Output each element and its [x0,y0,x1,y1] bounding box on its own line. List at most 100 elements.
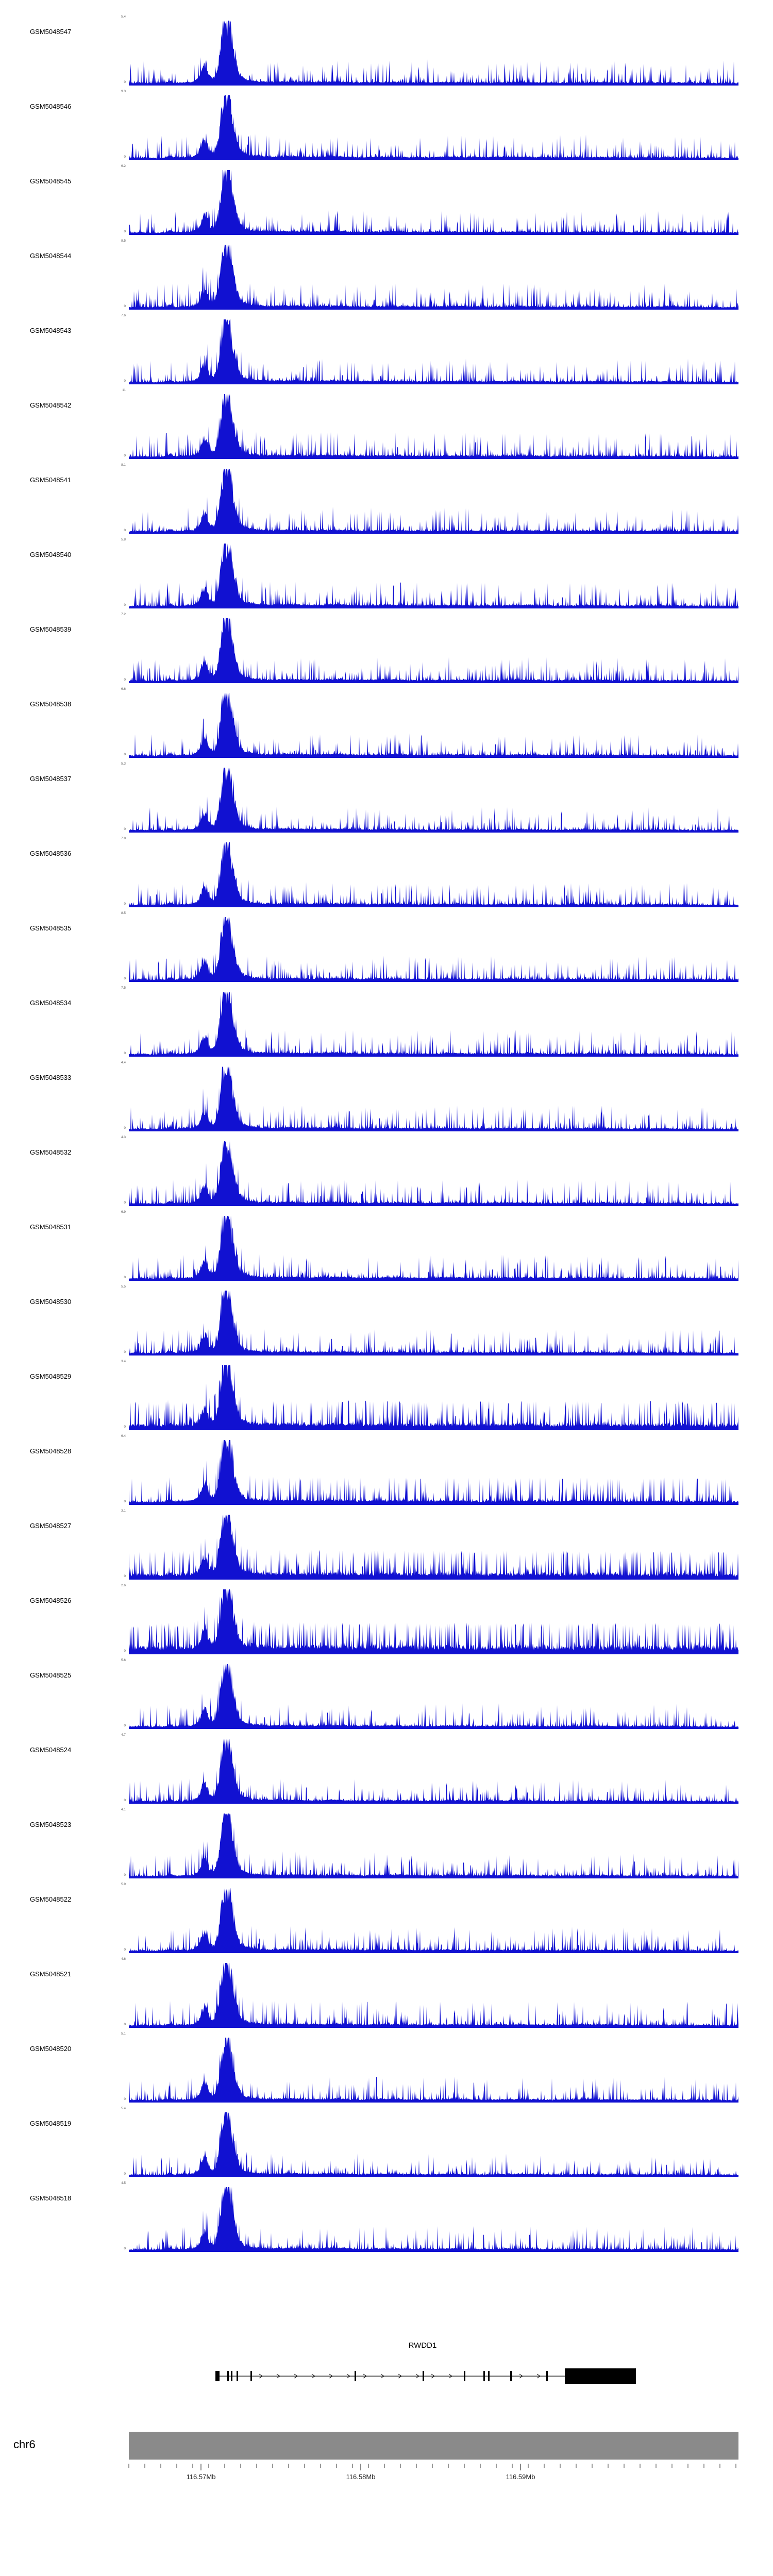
track-ymax-label: 5.4 [121,15,126,19]
signal-track: GSM5048542 11 0 [0,388,773,463]
signal-area-plot [129,1739,738,1804]
signal-area-plot [129,1963,738,2028]
track-ymax-label: 5.9 [121,1883,126,1886]
signal-track: GSM5048532 4.3 0 [0,1135,773,1210]
signal-area-plot [129,1515,738,1580]
track-ymax-label: 11 [122,388,126,392]
track-label: GSM5048539 [30,625,72,633]
track-ymin-label: 0 [124,529,126,532]
coordinate-ruler: 116.57Mb 116.58Mb 116.59Mb [128,2464,736,2481]
signal-area-plot [129,1291,738,1355]
signal-track: GSM5048535 8.5 0 [0,911,773,986]
svg-text:116.58Mb: 116.58Mb [346,2473,376,2481]
signal-area-plot [129,170,738,235]
track-label: GSM5048528 [30,1447,72,1455]
track-ymax-label: 4.5 [121,2181,126,2185]
signal-area-plot [129,618,738,683]
signal-area-plot [129,1141,738,1206]
track-ymax-label: 7.6 [121,314,126,317]
track-ymax-label: 6.6 [121,687,126,691]
signal-track: GSM5048528 6.4 0 [0,1434,773,1509]
signal-track: GSM5048541 8.1 0 [0,463,773,537]
track-label: GSM5048524 [30,1746,72,1754]
signal-track: GSM5048534 7.5 0 [0,986,773,1060]
track-ymax-label: 5.8 [121,538,126,541]
track-ymin-label: 0 [124,454,126,457]
track-ymin-label: 0 [124,1873,126,1877]
track-label: GSM5048519 [30,2120,72,2127]
signal-track: GSM5048525 5.6 0 [0,1658,773,1733]
track-label: GSM5048538 [30,700,72,708]
track-ymin-label: 0 [124,977,126,980]
track-label: GSM5048523 [30,1821,72,1828]
track-label: GSM5048521 [30,1970,72,1978]
track-ymin-label: 0 [124,1574,126,1578]
signal-area-plot [129,1216,738,1281]
track-ymax-label: 7.8 [121,837,126,840]
signal-area-plot [129,1814,738,1878]
gene-model-track [215,2368,636,2384]
track-ymin-label: 0 [124,827,126,831]
track-ymin-label: 0 [124,1350,126,1354]
track-ymin-label: 0 [124,304,126,308]
track-ymin-label: 0 [124,603,126,607]
signal-track: GSM5048526 2.6 0 [0,1583,773,1658]
track-label: GSM5048526 [30,1597,72,1604]
chromosome-label: chr6 [13,2438,36,2451]
track-ymin-label: 0 [124,155,126,159]
signal-track: GSM5048546 9.3 0 [0,89,773,164]
track-ymax-label: 4.4 [121,1061,126,1064]
track-label: GSM5048545 [30,177,72,185]
track-label: GSM5048540 [30,551,72,558]
track-ymin-label: 0 [124,379,126,383]
track-ymin-label: 0 [124,1201,126,1205]
signal-track: GSM5048545 6.2 0 [0,164,773,239]
track-ymin-label: 0 [124,2023,126,2026]
track-ymin-label: 0 [124,1649,126,1653]
signal-track: GSM5048524 4.7 0 [0,1733,773,1807]
track-ymax-label: 4.3 [121,1136,126,1139]
track-label: GSM5048529 [30,1372,72,1380]
signal-track: GSM5048518 4.5 0 [0,2181,773,2256]
track-ymin-label: 0 [124,1500,126,1503]
track-ymax-label: 4.1 [121,1808,126,1811]
signal-area-plot [129,1888,738,1953]
track-label: GSM5048546 [30,103,72,110]
track-ymin-label: 0 [124,80,126,84]
track-ymax-label: 7.2 [121,613,126,616]
signal-area-plot [129,95,738,160]
signal-track: GSM5048522 5.9 0 [0,1882,773,1957]
track-ymax-label: 4.7 [121,1733,126,1737]
track-ymax-label: 5.1 [121,2032,126,2036]
track-ymin-label: 0 [124,1126,126,1130]
track-ymin-label: 0 [124,753,126,756]
track-ymax-label: 5.3 [121,762,126,766]
track-label: GSM5048541 [30,476,72,484]
track-ymax-label: 6.2 [121,164,126,168]
track-ymax-label: 8.1 [121,463,126,467]
signal-track: GSM5048530 5.5 0 [0,1284,773,1359]
chromosome-ideogram-bar [129,2432,738,2460]
signal-track: GSM5048543 7.6 0 [0,313,773,388]
signal-track: GSM5048519 5.4 0 [0,2106,773,2181]
track-ymin-label: 0 [124,1425,126,1429]
track-ymax-label: 8.5 [121,911,126,915]
signal-track: GSM5048544 8.5 0 [0,239,773,313]
track-ymin-label: 0 [124,2172,126,2176]
track-ymin-label: 0 [124,1276,126,1279]
signal-track: GSM5048521 4.6 0 [0,1957,773,2031]
signal-track: GSM5048539 7.2 0 [0,612,773,687]
track-label: GSM5048533 [30,1074,72,1081]
track-label: GSM5048536 [30,850,72,857]
signal-track: GSM5048520 5.1 0 [0,2031,773,2106]
signal-area-plot [129,992,738,1057]
track-ymin-label: 0 [124,678,126,682]
track-ymax-label: 5.4 [121,2107,126,2110]
signal-area-plot [129,394,738,459]
signal-track: GSM5048523 4.1 0 [0,1807,773,1882]
signal-area-plot [129,1365,738,1430]
signal-track: GSM5048547 5.4 0 [0,14,773,89]
signal-area-plot [129,469,738,534]
track-ymin-label: 0 [124,1799,126,1802]
track-label: GSM5048522 [30,1895,72,1903]
